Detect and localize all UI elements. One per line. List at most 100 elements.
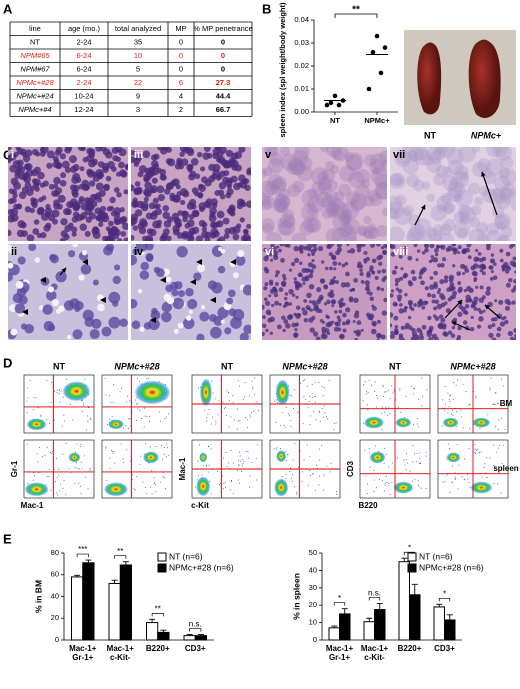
cell <box>341 263 346 268</box>
event <box>449 447 451 449</box>
bar <box>339 613 351 641</box>
cell <box>513 285 516 291</box>
event <box>274 448 276 450</box>
event <box>237 380 239 382</box>
cell <box>233 182 241 191</box>
event <box>313 410 315 412</box>
table-cell: 0 <box>179 51 183 60</box>
cell <box>132 248 140 255</box>
cell <box>471 300 475 304</box>
cell <box>370 167 387 185</box>
error-bar <box>186 634 193 636</box>
cell <box>295 305 301 310</box>
event <box>363 384 365 386</box>
event <box>422 396 424 398</box>
event <box>421 405 423 407</box>
significance-bracket <box>151 612 164 617</box>
cell <box>345 154 362 171</box>
event <box>126 401 128 403</box>
cell <box>53 176 61 185</box>
cell <box>448 177 464 193</box>
cell <box>131 254 138 266</box>
cell <box>426 292 432 298</box>
event <box>449 395 451 397</box>
cell <box>390 207 399 220</box>
event <box>292 459 294 461</box>
cell <box>345 191 360 205</box>
histology-image <box>8 147 128 241</box>
event <box>399 389 401 391</box>
row-label: BM <box>500 399 513 408</box>
cell <box>291 293 296 297</box>
cell <box>45 203 51 210</box>
event <box>393 390 395 392</box>
event <box>336 491 338 493</box>
event <box>419 452 421 454</box>
event <box>409 470 411 472</box>
cell <box>447 159 464 176</box>
event <box>321 445 323 447</box>
cell <box>407 149 418 160</box>
cell <box>16 229 25 238</box>
y-tick-label: 0 <box>313 635 317 644</box>
event <box>224 407 226 409</box>
cell <box>329 281 333 286</box>
event <box>232 492 234 494</box>
event <box>151 470 153 472</box>
cell <box>352 320 356 324</box>
cell <box>262 180 276 199</box>
vacuole <box>218 247 223 252</box>
cell <box>200 166 206 172</box>
event <box>319 448 321 450</box>
cell <box>407 315 412 320</box>
cell <box>416 249 421 253</box>
cell <box>414 336 420 340</box>
x-axis-label: Mac-1 <box>21 501 44 510</box>
event <box>318 381 320 383</box>
y-axis-label: Mac-1 <box>178 457 187 480</box>
cell <box>193 191 200 197</box>
cell <box>468 228 486 241</box>
significance-label: *** <box>78 545 87 554</box>
cell <box>24 206 32 213</box>
error-bar <box>197 634 204 636</box>
event <box>89 468 91 470</box>
significance-bracket <box>438 597 451 602</box>
cell <box>303 317 309 323</box>
cell <box>46 162 53 169</box>
event <box>48 475 50 477</box>
event <box>36 453 38 455</box>
cell <box>308 273 314 279</box>
event <box>444 386 446 388</box>
cell <box>326 299 331 305</box>
cell <box>331 254 337 260</box>
event <box>384 411 386 413</box>
cell <box>280 257 285 263</box>
event <box>164 488 166 490</box>
cell <box>59 179 67 187</box>
cell <box>374 181 387 200</box>
vacuole <box>200 305 206 310</box>
cell <box>48 183 55 190</box>
cell <box>316 299 321 305</box>
cell <box>176 246 188 258</box>
cell <box>52 155 59 162</box>
cell <box>216 210 225 219</box>
event <box>366 483 368 485</box>
event <box>84 476 86 478</box>
cell <box>286 162 299 175</box>
cell <box>211 173 218 180</box>
event <box>376 406 378 408</box>
event <box>323 474 325 476</box>
event <box>131 474 133 476</box>
event <box>309 424 311 426</box>
cell <box>143 196 149 202</box>
table-cell: NPMc+#4 <box>18 105 51 114</box>
event <box>112 452 114 454</box>
cell <box>404 326 409 330</box>
x-tick-label: B220+ <box>146 644 170 653</box>
event <box>62 453 64 455</box>
event <box>301 480 303 482</box>
table-cell: 6-24 <box>76 65 91 74</box>
cell <box>209 326 222 339</box>
